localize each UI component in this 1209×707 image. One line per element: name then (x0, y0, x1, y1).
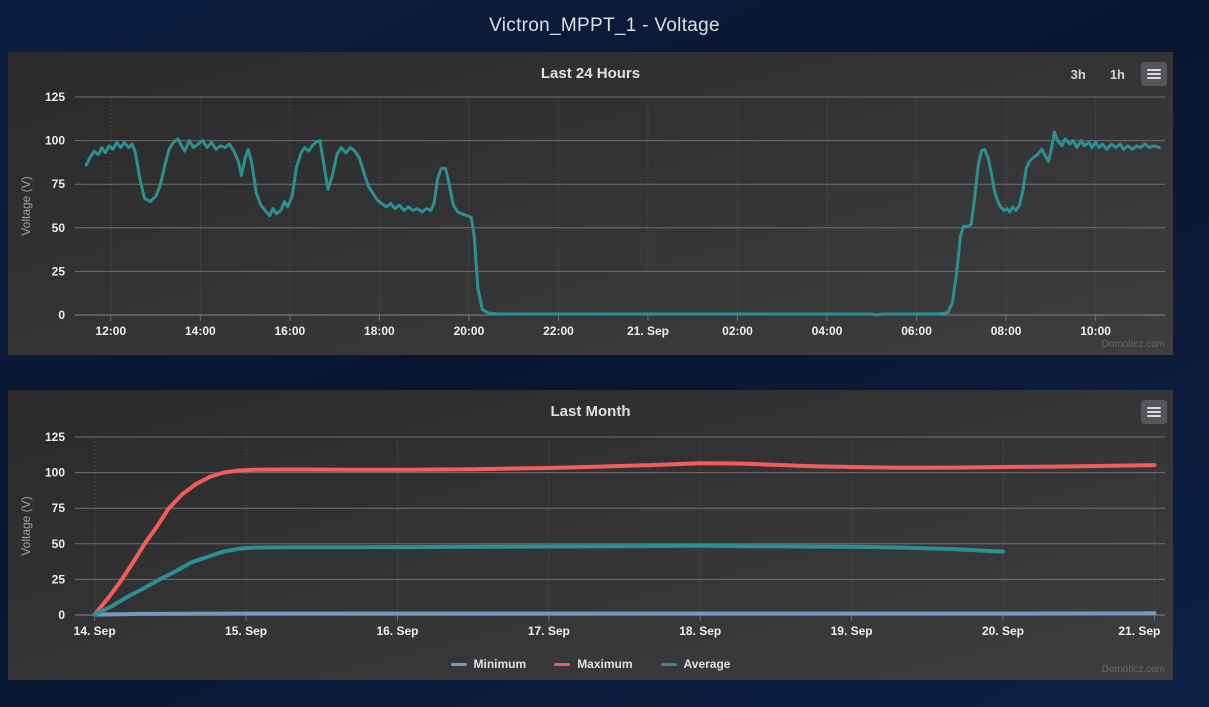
y-axis-tick-label: 0 (58, 608, 65, 622)
x-axis-tick-label: 08:00 (991, 324, 1022, 338)
legend-label: Average (683, 657, 731, 671)
x-axis-tick-label: 14:00 (185, 324, 216, 338)
x-axis-tick-label: 21. Sep (1118, 624, 1160, 638)
y-axis-tick-label: 125 (45, 90, 65, 104)
range-button-3h[interactable]: 3h (1070, 67, 1086, 82)
x-axis-tick-label: 15. Sep (225, 624, 267, 638)
y-axis-tick-label: 25 (52, 572, 66, 586)
chart-panel-last-month: 0 25 50 75 100 125 14. Sep 15. Sep 16. Sep 17. Se… (8, 390, 1173, 680)
chart-legend: Minimum Maximum Average (8, 657, 1173, 671)
context-menu-button[interactable] (1141, 400, 1167, 424)
x-axis-tick-label: 20. Sep (982, 624, 1024, 638)
maximum-series-line (92, 461, 1157, 617)
x-axis-tick-label: 19. Sep (831, 624, 873, 638)
y-axis-tick-label: 75 (52, 177, 66, 191)
y-axis-tick-label: 100 (45, 466, 65, 480)
x-axis-tick-label: 14. Sep (74, 624, 116, 638)
x-axis-tick-label: 17. Sep (528, 624, 570, 638)
x-axis-tick-label: 06:00 (901, 324, 932, 338)
x-axis-tick-label: 10:00 (1080, 324, 1111, 338)
legend-item-minimum[interactable]: Minimum (450, 657, 527, 671)
voltage-series-line (84, 130, 1161, 317)
legend-label: Maximum (577, 657, 633, 671)
x-axis-tick-label: 20:00 (454, 324, 485, 338)
legend-swatch-icon (660, 662, 677, 666)
x-axis-tick-label: 04:00 (812, 324, 843, 338)
hamburger-icon (1147, 73, 1161, 75)
legend-swatch-icon (450, 662, 467, 666)
last-24-hours-chart: 0 25 50 75 100 125 12:00 14:00 16:00 18:00 20:00 22… (19, 90, 1165, 338)
minimum-series-line (92, 611, 1157, 617)
hamburger-icon (1147, 411, 1161, 413)
legend-item-maximum[interactable]: Maximum (554, 657, 633, 671)
last-month-chart: 0 25 50 75 100 125 14. Sep 15. Sep 16. Sep 17. Se… (19, 430, 1165, 638)
chart-panel-last-24-hours: 0 25 50 75 100 125 12:00 14:00 16:00 18:00 20:00 22… (8, 52, 1173, 355)
y-axis-tick-label: 25 (52, 264, 66, 278)
y-axis-tick-label: 0 (58, 308, 65, 322)
page-title: Victron_MPPT_1 - Voltage (489, 15, 720, 36)
average-series-line (92, 543, 1005, 617)
credits-link[interactable]: Domoticz.com (1101, 664, 1165, 675)
range-button-1h[interactable]: 1h (1109, 67, 1125, 82)
x-axis-tick-label: 16:00 (275, 324, 306, 338)
range-selector: 3h 1h (1071, 67, 1125, 82)
x-axis-tick-label: 16. Sep (376, 624, 418, 638)
page-header: Victron_MPPT_1 - Voltage (0, 0, 1209, 52)
x-axis-tick-label: 18. Sep (679, 624, 721, 638)
x-axis-tick-label: 22:00 (543, 324, 574, 338)
legend-label: Minimum (473, 657, 527, 671)
y-axis-tick-label: 125 (45, 430, 65, 444)
y-axis-tick-label: 100 (45, 134, 65, 148)
legend-item-average[interactable]: Average (660, 657, 731, 671)
credits-link[interactable]: Domoticz.com (1101, 339, 1165, 350)
x-axis-tick-label: 18:00 (364, 324, 395, 338)
context-menu-button[interactable] (1141, 62, 1167, 86)
y-axis-tick-label: 75 (52, 501, 66, 515)
y-axis-title: Voltage (V) (19, 496, 33, 555)
x-axis-tick-label: 21. Sep (627, 324, 669, 338)
x-axis-tick-label: 02:00 (722, 324, 753, 338)
y-axis-tick-label: 50 (52, 537, 66, 551)
x-axis-tick-label: 12:00 (95, 324, 126, 338)
y-axis-tick-label: 50 (52, 221, 66, 235)
legend-swatch-icon (554, 662, 571, 666)
y-axis-title: Voltage (V) (19, 176, 33, 235)
